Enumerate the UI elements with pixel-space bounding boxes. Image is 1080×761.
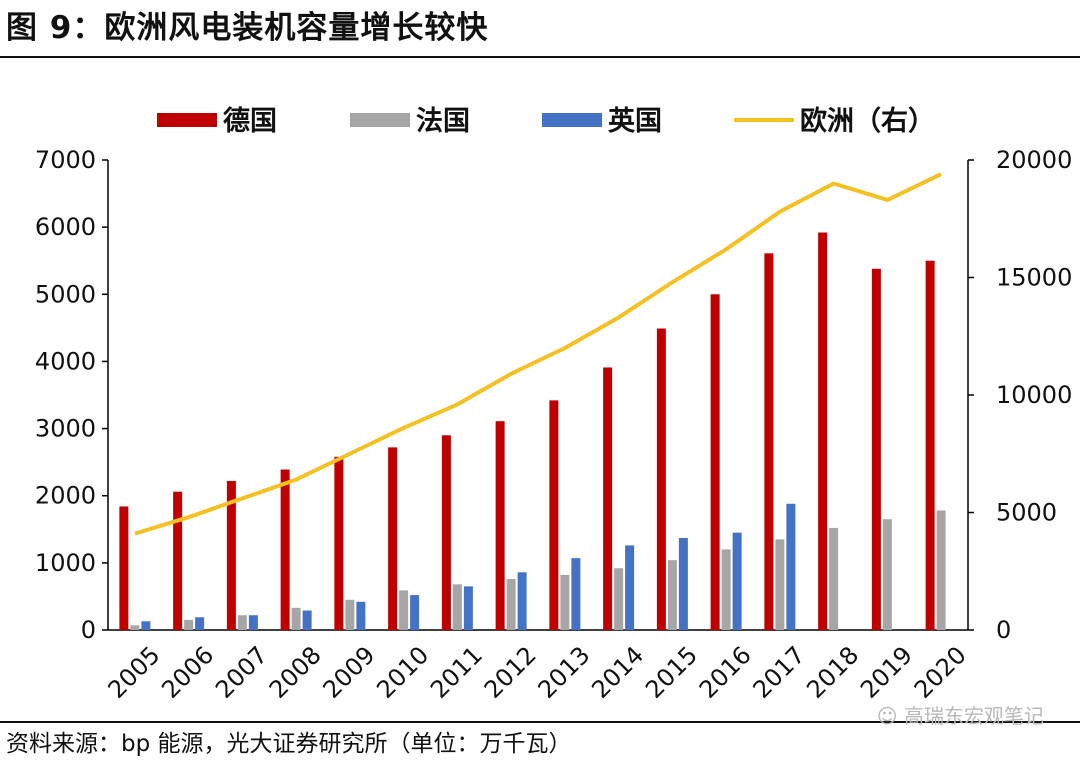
bar-德国 xyxy=(710,294,720,630)
bar-法国 xyxy=(399,590,409,630)
y-right-tick-label: 0 xyxy=(996,616,1011,644)
bar-法国 xyxy=(721,549,731,630)
bar-德国 xyxy=(388,447,398,630)
bar-英国 xyxy=(141,621,151,630)
y-left-tick-label: 7000 xyxy=(35,146,96,174)
chart-title: 图 9：欧洲风电装机容量增长较快 xyxy=(6,10,489,46)
x-tick-label: 2017 xyxy=(748,641,811,704)
y-right-tick-label: 10000 xyxy=(996,381,1072,409)
legend: 德国 法国 英国 欧洲（右） xyxy=(157,106,935,137)
line-欧洲（右） xyxy=(134,172,942,536)
y-left-tick-label: 5000 xyxy=(35,280,96,308)
bar-法国 xyxy=(560,574,570,630)
legend-swatch xyxy=(157,113,217,127)
y-left-tick-label: 4000 xyxy=(35,347,96,375)
x-tick-label: 2012 xyxy=(479,641,542,704)
x-tick-label: 2008 xyxy=(264,641,327,704)
y-left-tick-label: 6000 xyxy=(35,213,96,241)
bar-德国 xyxy=(549,400,559,630)
y-right-tick-label: 20000 xyxy=(996,146,1072,174)
bar-英国 xyxy=(786,503,796,630)
x-tick-label: 2007 xyxy=(210,641,273,704)
bar-法国 xyxy=(345,599,355,630)
bar-法国 xyxy=(506,578,516,630)
bar-德国 xyxy=(764,253,774,631)
bar-法国 xyxy=(775,539,785,630)
bar-德国 xyxy=(871,268,881,630)
bar-英国 xyxy=(732,532,742,630)
bar-英国 xyxy=(195,617,205,630)
y-left-tick-label: 2000 xyxy=(35,482,96,510)
source-note: 资料来源：bp 能源，光大证券研究所（单位：万千瓦） xyxy=(6,731,572,757)
bar-法国 xyxy=(130,625,140,630)
bar-德国 xyxy=(280,469,290,630)
legend-label: 德国 xyxy=(223,106,277,137)
x-tick-label: 2005 xyxy=(103,641,166,704)
bar-德国 xyxy=(441,435,451,630)
bar-法国 xyxy=(184,619,194,630)
x-tick-label: 2018 xyxy=(801,641,864,704)
x-tick-label: 2020 xyxy=(909,641,972,704)
x-tick-label: 2010 xyxy=(371,641,434,704)
bar-英国 xyxy=(571,558,581,630)
line-series xyxy=(134,172,942,536)
bar-法国 xyxy=(882,519,892,630)
bar-德国 xyxy=(173,491,183,630)
x-tick-label: 2006 xyxy=(156,641,219,704)
wechat-icon: ☺ xyxy=(876,704,898,728)
y-right-tick-label: 15000 xyxy=(996,264,1072,292)
x-tick-label: 2016 xyxy=(694,641,757,704)
x-tick-label: 2019 xyxy=(855,641,918,704)
x-tick-label: 2009 xyxy=(318,641,381,704)
x-tick-label: 2015 xyxy=(640,641,703,704)
bar-德国 xyxy=(334,456,344,630)
bar-法国 xyxy=(829,527,839,630)
bar-德国 xyxy=(656,328,666,630)
y-left-tick-label: 0 xyxy=(81,616,96,644)
y-right-tick-label: 5000 xyxy=(996,499,1057,527)
bar-英国 xyxy=(678,538,688,630)
x-tick-label: 2014 xyxy=(586,641,649,704)
bar-德国 xyxy=(119,506,129,630)
bar-德国 xyxy=(495,421,505,630)
legend-label: 英国 xyxy=(608,106,662,137)
source-divider xyxy=(0,721,1080,723)
bar-法国 xyxy=(614,568,624,630)
bar-德国 xyxy=(226,480,236,630)
legend-label: 法国 xyxy=(416,106,470,137)
bar-德国 xyxy=(603,367,613,630)
x-tick-label: 2011 xyxy=(425,641,488,704)
legend-swatch xyxy=(542,113,602,127)
bar-法国 xyxy=(452,584,462,630)
bar-英国 xyxy=(463,586,473,630)
bar-英国 xyxy=(302,610,312,630)
bar-英国 xyxy=(410,595,420,630)
bar-法国 xyxy=(237,615,247,630)
bar-英国 xyxy=(248,615,258,630)
title-divider xyxy=(0,56,1080,58)
bar-法国 xyxy=(291,607,301,630)
chart-area: 德国 法国 英国 欧洲（右） 0 1000 2000 3000 4000 5000 6000 700… xyxy=(35,106,1072,704)
bar-德国 xyxy=(818,232,828,630)
x-tick-label: 2013 xyxy=(533,641,596,704)
bar-英国 xyxy=(356,601,366,630)
y-left-tick-label: 3000 xyxy=(35,415,96,443)
legend-swatch xyxy=(350,113,410,127)
bar-英国 xyxy=(517,572,527,630)
watermark: ☺ 高瑞东宏观笔记 xyxy=(877,700,1044,729)
bar-法国 xyxy=(667,560,677,630)
bar-英国 xyxy=(625,545,635,630)
legend-label: 欧洲（右） xyxy=(800,106,935,137)
y-left-tick-label: 1000 xyxy=(35,549,96,577)
bar-德国 xyxy=(925,260,935,630)
bar-法国 xyxy=(936,510,946,630)
watermark-text: 高瑞东宏观笔记 xyxy=(904,704,1044,728)
bars xyxy=(119,232,946,631)
